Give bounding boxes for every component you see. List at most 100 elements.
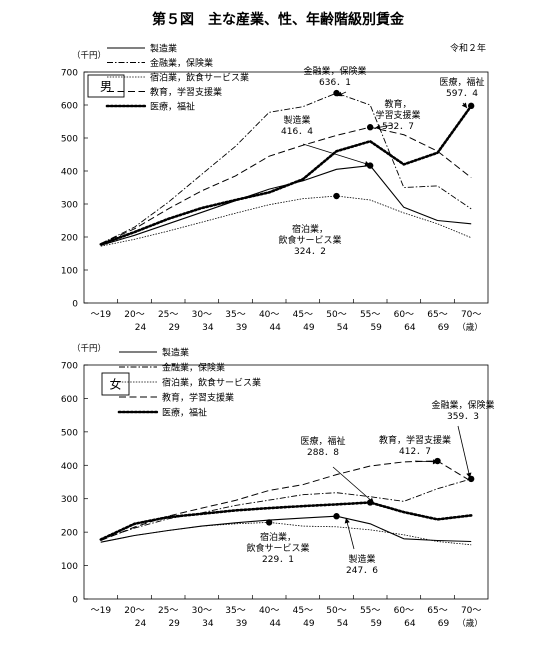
y-tick-label: 600 bbox=[61, 102, 78, 112]
x-tick-label-top: 40～ bbox=[259, 310, 279, 320]
y-tick-label: 300 bbox=[61, 201, 78, 211]
x-tick-label-bottom: 39 bbox=[236, 619, 248, 629]
annotation-text: 飲食サービス業 bbox=[278, 234, 341, 246]
y-tick-label: 200 bbox=[61, 234, 78, 244]
series-line bbox=[100, 195, 472, 247]
y-tick-label: 700 bbox=[61, 362, 78, 372]
x-tick-label-bottom: 44 bbox=[269, 619, 281, 629]
x-tick-label-top: 35～ bbox=[225, 606, 245, 616]
annotation-text: 金融業，保険業 bbox=[303, 65, 366, 77]
annotation-arrowhead bbox=[344, 518, 350, 524]
x-tick-label-bottom: 24 bbox=[135, 619, 147, 629]
legend-entry: 金融業，保険業 bbox=[150, 57, 213, 69]
x-tick-label-bottom: 59 bbox=[370, 619, 382, 629]
legend-entry: 製造業 bbox=[150, 43, 177, 55]
x-tick-label-bottom: 44 bbox=[269, 323, 281, 333]
x-tick-label-top: 60～ bbox=[394, 310, 414, 320]
annotation-text: 324．2 bbox=[294, 247, 326, 257]
peak-marker bbox=[333, 513, 340, 520]
sex-label-box bbox=[101, 372, 130, 396]
y-tick-label: 100 bbox=[61, 562, 78, 572]
sex-label: 男 bbox=[100, 80, 112, 94]
sex-label: 女 bbox=[109, 377, 121, 392]
x-tick-label-bottom: 49 bbox=[303, 323, 315, 333]
x-tick-label-bottom: 59 bbox=[370, 323, 382, 333]
series-line bbox=[100, 92, 472, 245]
annotation-text: 医療，福祉 bbox=[300, 435, 345, 447]
annotation-leader bbox=[332, 466, 375, 504]
x-tick-label-top: 40～ bbox=[259, 606, 279, 616]
x-tick-label-top: 70～ bbox=[461, 606, 481, 616]
unit-label: （千円） bbox=[72, 343, 106, 354]
female-chart-panel: （千円） 0 100 200 300 400 500 600 700 ～19 20～ 24 25～ 29 3… bbox=[61, 343, 495, 629]
annotation-arrowhead bbox=[375, 124, 381, 130]
y-tick-label: 500 bbox=[61, 428, 78, 438]
male-chart-panel: （千円） 0 100 200 300 400 500 600 700 ～19 20～ 24 25～ 29 3… bbox=[61, 43, 489, 333]
series-line bbox=[100, 165, 472, 246]
x-tick-label-top: 20～ bbox=[124, 606, 144, 616]
y-tick-label: 400 bbox=[61, 462, 78, 472]
annotation-leader bbox=[457, 425, 471, 479]
x-tick-label-top: 20～ bbox=[124, 310, 144, 320]
x-tick-label-bottom: 29 bbox=[168, 619, 180, 629]
annotation-leader bbox=[302, 143, 371, 166]
legend-entry: 医療，福祉 bbox=[150, 101, 195, 113]
annotation-text: 229．1 bbox=[262, 555, 294, 565]
y-tick-label: 100 bbox=[61, 267, 78, 277]
series-line bbox=[99, 501, 473, 541]
peak-marker bbox=[366, 124, 374, 131]
x-tick-label-top: 60～ bbox=[394, 606, 414, 616]
series-line bbox=[100, 478, 472, 540]
annotation-arrowhead bbox=[368, 497, 374, 503]
x-tick-label-bottom: 29 bbox=[168, 323, 180, 333]
series-line bbox=[100, 522, 472, 546]
y-tick-label: 300 bbox=[61, 495, 78, 505]
x-tick-label-bottom: 54 bbox=[337, 323, 349, 333]
legend-entry: 宿泊業，飲食サービス業 bbox=[162, 377, 261, 389]
series-line bbox=[100, 460, 472, 541]
figure-title: 第５図 主な産業、性、年齢階級別賃金 bbox=[152, 11, 405, 28]
legend-entry: 医療，福祉 bbox=[162, 407, 207, 419]
x-tick-label-top: ～19 bbox=[91, 310, 112, 320]
x-tick-label-bottom: 69 bbox=[438, 619, 450, 629]
annotation-arrowhead bbox=[461, 102, 467, 108]
x-tick-label-top: 50～ bbox=[326, 310, 346, 320]
y-tick-label: 500 bbox=[61, 135, 78, 145]
annotation-text: 416．4 bbox=[281, 127, 313, 137]
annotation-arrowhead bbox=[432, 459, 438, 465]
x-tick-label-top: 45～ bbox=[293, 606, 313, 616]
x-tick-label-top: 25～ bbox=[158, 310, 178, 320]
legend-entry: 教育，学習支援業 bbox=[162, 392, 234, 404]
x-tick-label-bottom: 69 bbox=[438, 323, 450, 333]
x-tick-label-bottom: 34 bbox=[202, 619, 214, 629]
annotation-text: 飲食サービス業 bbox=[246, 542, 309, 554]
x-tick-label-bottom: 24 bbox=[135, 323, 147, 333]
age-unit-label: （歳） bbox=[457, 322, 483, 333]
age-unit-label: （歳） bbox=[457, 618, 483, 629]
x-tick-label-top: 30～ bbox=[192, 310, 212, 320]
x-tick-label-bottom: 34 bbox=[202, 323, 214, 333]
annotation-text: 636．1 bbox=[319, 78, 351, 88]
annotation-text: 金融業，保険業 bbox=[431, 399, 494, 411]
unit-label: （千円） bbox=[72, 50, 106, 61]
x-tick-label-bottom: 64 bbox=[404, 619, 416, 629]
x-tick-label-top: 65～ bbox=[427, 310, 447, 320]
peak-marker bbox=[467, 102, 475, 110]
annotation-text: 教育，学習支援業 bbox=[379, 434, 451, 446]
annotation-text: 宿泊業， bbox=[292, 223, 328, 235]
legend-entry: 教育，学習支援業 bbox=[150, 86, 222, 98]
annotation-text: 医療，福祉 bbox=[439, 76, 484, 88]
y-tick-label: 400 bbox=[61, 168, 78, 178]
x-tick-label-bottom: 39 bbox=[236, 323, 248, 333]
annotation-leader bbox=[345, 517, 355, 550]
annotation-text: 412．7 bbox=[399, 447, 431, 457]
y-tick-label: 700 bbox=[61, 69, 78, 79]
y-tick-label: 600 bbox=[61, 395, 78, 405]
legend-entry: 製造業 bbox=[162, 347, 189, 359]
annotation-text: 359．3 bbox=[447, 412, 479, 422]
annotation-text: 学習支援業 bbox=[375, 109, 420, 121]
annotation-text: 製造業 bbox=[348, 553, 375, 565]
x-tick-label-top: 50～ bbox=[326, 606, 346, 616]
peak-marker bbox=[265, 519, 273, 526]
